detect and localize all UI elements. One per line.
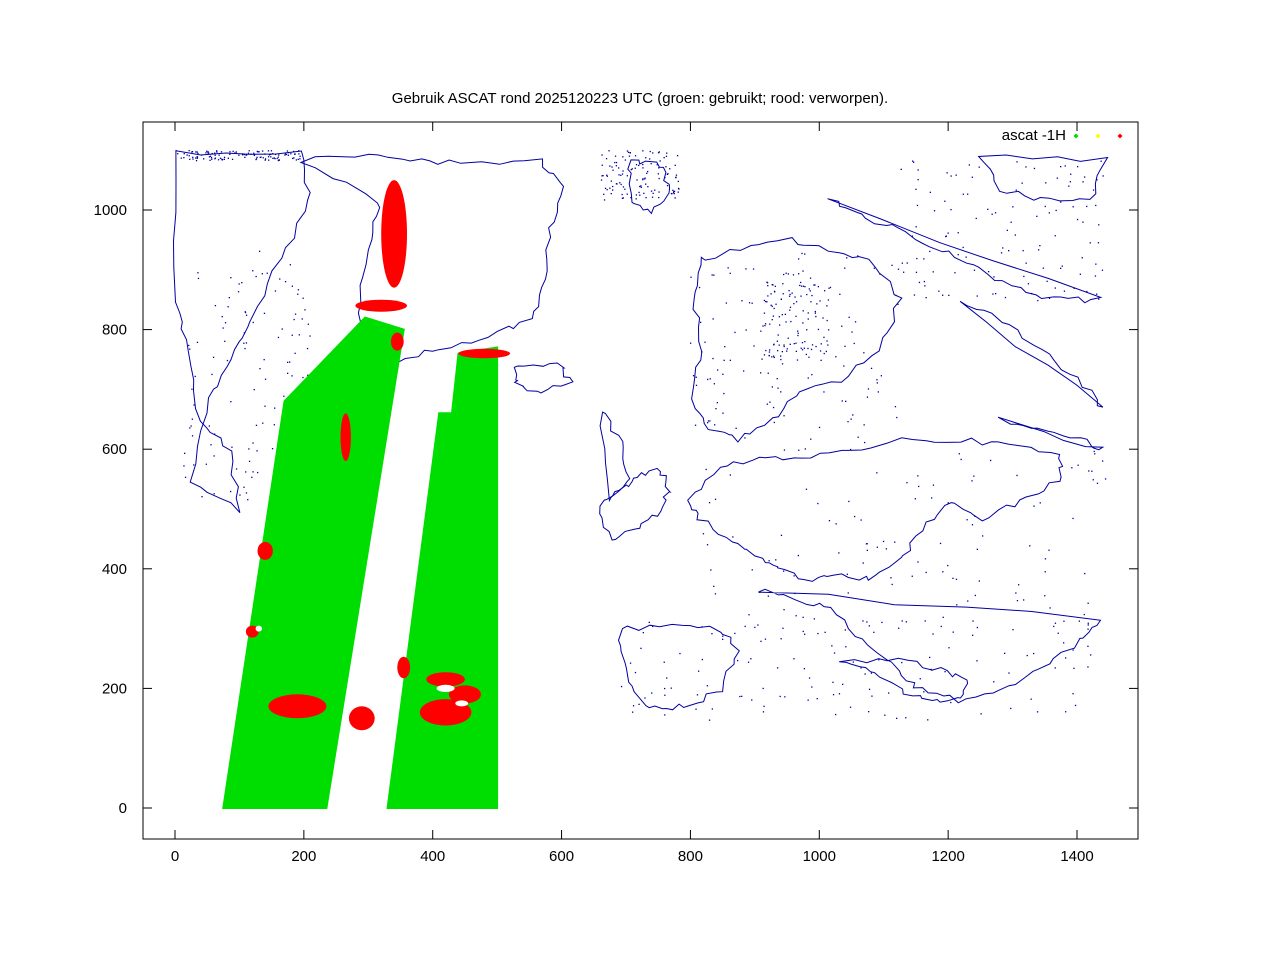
x-axis: 0 200 400 600 800 1000 1200 1400 (171, 122, 1094, 865)
x-tick-label: 800 (678, 848, 703, 865)
x-tick-label: 1200 (931, 848, 964, 865)
coastline-islands (175, 150, 1107, 721)
y-tick-label: 600 (102, 441, 127, 458)
x-tick-label: 0 (171, 848, 179, 865)
y-tick-label: 0 (119, 800, 127, 817)
legend-marker (1073, 133, 1079, 139)
legend-markers (1073, 133, 1123, 139)
rejected-region-9 (381, 180, 407, 288)
rejected-region-13 (397, 656, 411, 679)
used-swath-2 (386, 346, 499, 809)
y-tick-label: 800 (102, 322, 127, 339)
plot-frame (142, 121, 1139, 840)
rejected-region-2 (348, 706, 375, 731)
rejected-region-7 (245, 625, 259, 638)
rejected-region-12 (458, 348, 511, 359)
y-tick-label: 200 (102, 680, 127, 697)
rejected-observations (245, 180, 511, 731)
rejected-region-10 (355, 299, 408, 312)
plot-area (172, 150, 1109, 809)
y-tick-label: 400 (102, 561, 127, 578)
rejected-region-4 (448, 685, 481, 704)
legend: ascat -1H (1002, 127, 1123, 144)
y-tick-label: 1000 (94, 202, 127, 219)
rejected-region-5 (426, 672, 465, 687)
x-tick-label: 1000 (803, 848, 836, 865)
rejected-region-8 (340, 413, 351, 462)
rejected-region-1 (268, 694, 327, 719)
rejected-gap-2 (455, 700, 469, 707)
used-swath-1 (222, 316, 405, 809)
legend-marker (1117, 133, 1123, 139)
rejected-region-11 (390, 332, 404, 351)
x-tick-label: 400 (420, 848, 445, 865)
x-tick-label: 1400 (1060, 848, 1093, 865)
legend-label: ascat -1H (1002, 127, 1066, 144)
x-tick-label: 200 (291, 848, 316, 865)
rejected-gap-1 (436, 684, 455, 693)
x-tick-label: 600 (549, 848, 574, 865)
chart-title: Gebruik ASCAT rond 2025120223 UTC (groen… (392, 90, 888, 107)
rejected-gap-3 (255, 625, 262, 632)
y-axis: 0 200 400 600 800 1000 (94, 202, 1138, 817)
legend-marker (1095, 133, 1101, 139)
coastlines (172, 150, 1109, 711)
rejected-region-6 (257, 541, 273, 560)
